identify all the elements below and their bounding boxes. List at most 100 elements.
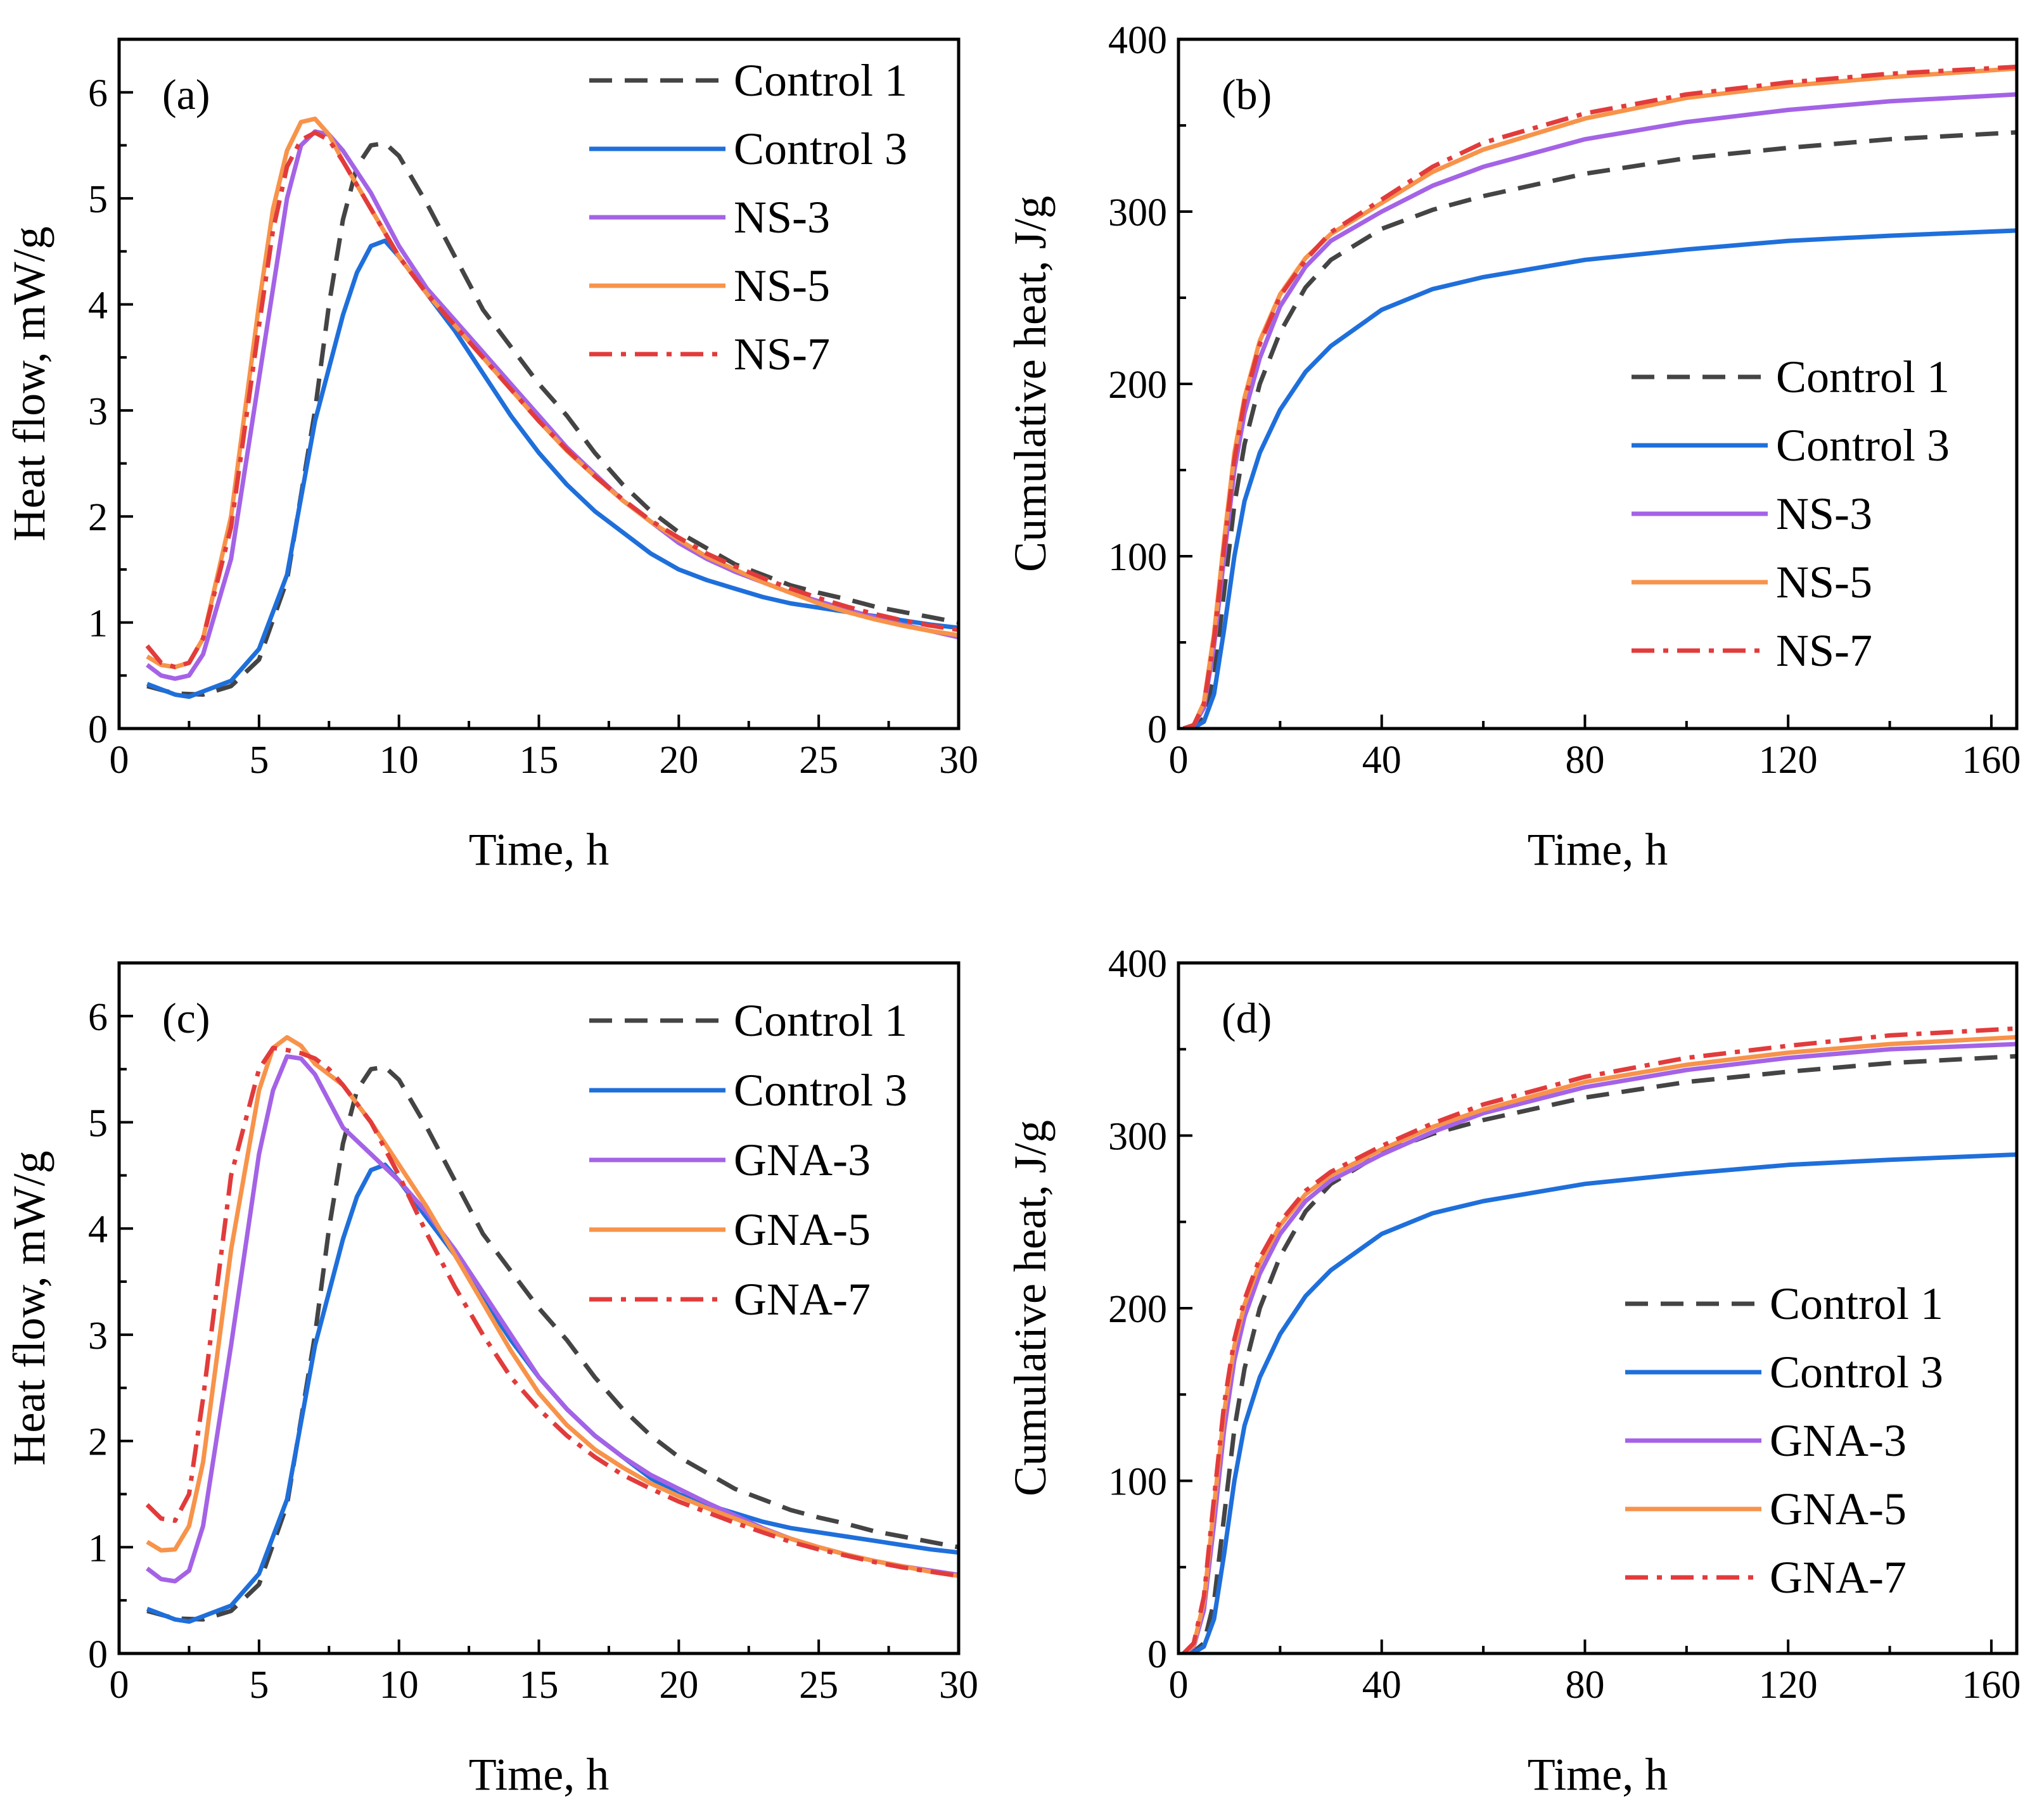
panel-a-x-axis-label: Time, h: [469, 824, 609, 875]
panel-a-x-tick-label: 20: [659, 739, 698, 782]
panel-d-x-tick-label: 40: [1362, 1664, 1402, 1707]
panel-b-x-axis-label: Time, h: [1528, 824, 1668, 875]
panel-d-y-tick-label: 300: [1108, 1116, 1167, 1159]
panel-c-y-tick-label: 6: [88, 996, 108, 1039]
panel-d-y-tick-label: 200: [1108, 1288, 1167, 1331]
panel-d-legend-label: GNA-3: [1770, 1415, 1907, 1466]
panel-d-series-control-3: [1183, 1152, 2017, 1653]
panel-a-y-tick-label: 0: [88, 708, 108, 751]
panel-a-y-tick-label: 4: [88, 284, 108, 327]
panel-c-y-axis-label: Heat flow, mW/g: [4, 1150, 54, 1465]
panel-c-y-tick-label: 1: [88, 1527, 108, 1570]
panel-c-y-tick-label: 5: [88, 1102, 108, 1145]
panel-b-y-tick-label: 300: [1108, 191, 1167, 234]
panel-a-x-tick-label: 5: [249, 739, 269, 782]
panel-b-legend-label: Control 1: [1776, 352, 1950, 402]
panel-c-y-tick-label: 2: [88, 1421, 108, 1464]
panel-a-ticks: 0 5 10 15 20 25 30 0 1 2 3 4 5 6: [88, 38, 978, 782]
panel-b-y-axis-label: Cumulative heat, J/g: [1005, 196, 1056, 572]
panel-d-ticks: 0 40 80 120 160 0 100 200 300 400: [1108, 943, 2021, 1707]
panel-b-y-tick-label: 100: [1108, 536, 1167, 579]
panel-a-x-tick-label: 0: [110, 739, 129, 782]
panel-a-y-tick-label: 5: [88, 178, 108, 221]
panel-c-x-tick-label: 10: [380, 1664, 419, 1707]
panel-b-x-tick-label: 0: [1169, 739, 1189, 782]
panel-c-y-tick-label: 3: [88, 1315, 108, 1358]
panel-c-x-tick-label: 20: [659, 1664, 698, 1707]
panel-b-y-tick-label: 0: [1147, 708, 1167, 751]
panel-c-legend-label: Control 1: [734, 995, 907, 1046]
panel-b-x-tick-label: 80: [1565, 739, 1604, 782]
panel-d-x-tick-label: 120: [1759, 1664, 1818, 1707]
panel-d-legend-label: Control 3: [1770, 1347, 1943, 1398]
panel-c-legend: Control 1 Control 3 GNA-3 GNA-5 GNA-7: [589, 995, 907, 1325]
panel-a-label: (a): [162, 70, 210, 118]
panel-a-series-control-3: [146, 238, 959, 699]
panel-a-legend-label: NS-5: [734, 260, 830, 311]
panel-d-y-axis-label: Cumulative heat, J/g: [1005, 1120, 1056, 1496]
panel-c-legend-label: GNA-5: [734, 1204, 871, 1255]
panel-c-series-gna-7: [145, 1045, 959, 1579]
panel-a-y-tick-label: 2: [88, 496, 108, 539]
panel-d-y-tick-label: 400: [1108, 943, 1167, 986]
panel-b-x-tick-label: 160: [1962, 739, 2021, 782]
panel-c-y-tick-label: 4: [88, 1208, 108, 1251]
panel-a-x-tick-label: 30: [939, 739, 978, 782]
panel-c-legend-label: GNA-7: [734, 1274, 871, 1325]
panel-b-legend: Control 1 Control 3 NS-3 NS-5 NS-7: [1632, 352, 1950, 676]
panel-a-x-tick-label: 25: [799, 739, 838, 782]
panel-c-x-tick-label: 15: [520, 1664, 559, 1707]
panel-a-legend-label: NS-3: [734, 192, 830, 243]
panel-c-y-tick-label: 0: [88, 1633, 108, 1676]
panel-d-x-tick-label: 160: [1962, 1664, 2021, 1707]
panel-a-y-tick-label: 1: [88, 602, 108, 646]
panel-d-x-tick-label: 80: [1565, 1664, 1604, 1707]
panel-c-series: [145, 1035, 959, 1624]
panel-a-series: [145, 117, 959, 699]
panel-c-x-tick-label: 5: [249, 1664, 269, 1707]
panel-b-ticks: 0 40 80 120 160 0 100 200 300 400: [1108, 19, 2021, 782]
panel-b-legend-label: NS-7: [1776, 625, 1872, 676]
panel-b-x-tick-label: 120: [1759, 739, 1818, 782]
panel-c-series-control-3: [146, 1162, 959, 1624]
panel-b-series-control-3: [1183, 228, 2017, 729]
panel-b-series-control-1: [1183, 130, 2017, 729]
panel-d-y-tick-label: 100: [1108, 1461, 1167, 1504]
panel-a-legend: Control 1 Control 3 NS-3 NS-5 NS-7: [589, 55, 907, 379]
panel-d-x-tick-label: 0: [1169, 1664, 1189, 1707]
panel-d-legend-label: GNA-7: [1770, 1552, 1907, 1603]
panel-d-series-gna-7: [1182, 1026, 2017, 1653]
panel-d-cumulative-heat-gna: 0 40 80 120 160 0 100 200 300 400 (d) Time, h Cum…: [1005, 943, 2021, 1800]
panel-a-y-tick-label: 3: [88, 390, 108, 433]
panel-a-series-ns-7: [145, 130, 959, 670]
panel-d-series-control-1: [1183, 1054, 2017, 1653]
panel-b-legend-label: Control 3: [1776, 420, 1950, 471]
panel-a-x-tick-label: 10: [380, 739, 419, 782]
panel-a-legend-label: Control 3: [734, 124, 907, 174]
panel-a-y-tick-label: 6: [88, 72, 108, 115]
panel-d-legend-label: GNA-5: [1770, 1484, 1907, 1534]
panel-d-x-axis-label: Time, h: [1528, 1749, 1668, 1800]
panel-b-cumulative-heat-ns: 0 40 80 120 160 0 100 200 300 400 (b) Time, h Cum…: [1005, 19, 2021, 875]
panel-b-series: [1182, 65, 2017, 729]
panel-c-ticks: 0 5 10 15 20 25 30 0 1 2 3 4 5 6: [88, 962, 978, 1707]
panel-d-y-tick-label: 0: [1147, 1633, 1167, 1676]
panel-d-series: [1182, 1026, 2017, 1653]
panel-c-series-gna-5: [146, 1035, 959, 1579]
panel-a-legend-label: Control 1: [734, 55, 907, 106]
panel-a-y-axis-label: Heat flow, mW/g: [4, 226, 54, 541]
panel-c-x-axis-label: Time, h: [469, 1749, 609, 1800]
panel-c-x-tick-label: 30: [939, 1664, 978, 1707]
panel-a-x-tick-label: 15: [520, 739, 559, 782]
panel-b-x-tick-label: 40: [1362, 739, 1402, 782]
panel-b-y-tick-label: 200: [1108, 364, 1167, 407]
panel-a-legend-label: NS-7: [734, 329, 830, 379]
panel-c-heat-flow-gna: 0 5 10 15 20 25 30 0 1 2 3 4 5 6 (c) Time, h Heat flo…: [4, 961, 978, 1800]
panel-c-x-tick-label: 25: [799, 1664, 838, 1707]
panel-b-legend-label: NS-5: [1776, 557, 1872, 608]
panel-c-legend-label: Control 3: [734, 1065, 907, 1116]
panel-c-label: (c): [162, 994, 210, 1042]
panel-b-series-ns-7: [1182, 65, 2017, 729]
panel-a-heat-flow-ns: 0 5 10 15 20 25 30 0 1 2 3 4 5 6 (a) Time, h Heat flo…: [4, 37, 978, 875]
